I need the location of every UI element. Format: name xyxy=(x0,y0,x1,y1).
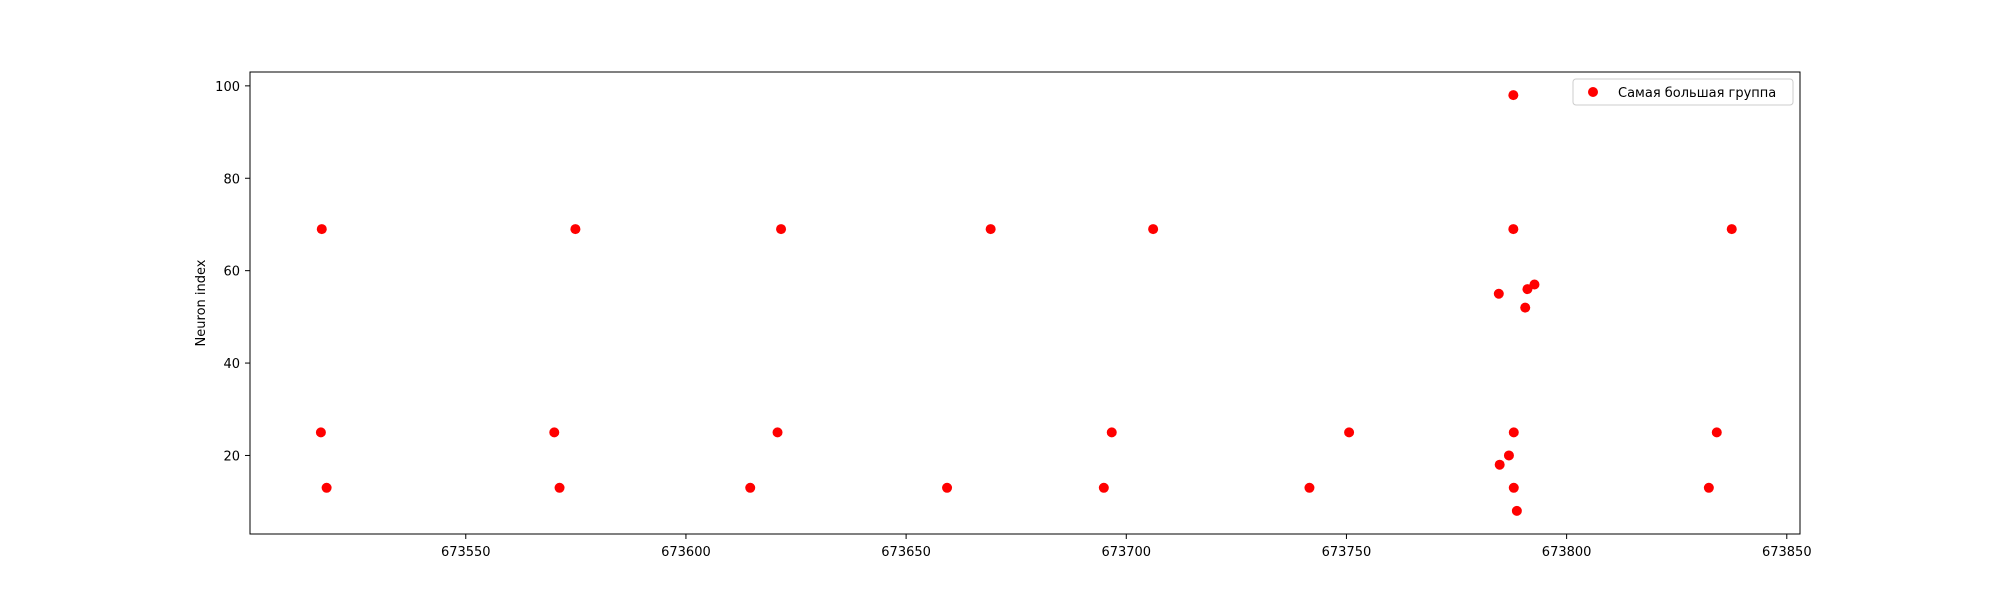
x-tick-label: 673650 xyxy=(881,545,931,560)
data-point xyxy=(1511,505,1522,516)
y-tick-label: 20 xyxy=(223,449,240,464)
data-point xyxy=(1344,427,1355,438)
data-point xyxy=(1508,90,1519,101)
data-point xyxy=(1703,482,1714,493)
x-tick-label: 673700 xyxy=(1101,545,1151,560)
data-point xyxy=(1493,288,1504,299)
data-point xyxy=(772,427,783,438)
data-point xyxy=(1522,284,1533,295)
data-point xyxy=(1520,302,1531,313)
data-point xyxy=(570,224,581,235)
data-point xyxy=(1711,427,1722,438)
y-tick-label: 80 xyxy=(223,172,240,187)
data-point xyxy=(316,224,327,235)
legend-label: Самая большая группа xyxy=(1618,86,1776,101)
x-tick-label: 673550 xyxy=(441,545,491,560)
legend: Самая большая группа xyxy=(1572,78,1794,106)
data-point xyxy=(315,427,326,438)
x-axis-ticks: 673550 673600 673650 673700 673750 673800 6738… xyxy=(441,534,1812,560)
plot-area-background xyxy=(250,72,1800,534)
legend-box xyxy=(1572,78,1794,106)
data-point xyxy=(1508,224,1519,235)
y-axis-ticks: 20 40 60 80 100 xyxy=(215,80,250,464)
data-point xyxy=(776,224,787,235)
data-point xyxy=(1508,427,1519,438)
plot-area-frame xyxy=(249,71,1801,535)
data-point xyxy=(1106,427,1117,438)
data-point xyxy=(1304,482,1315,493)
legend-marker-icon xyxy=(1588,87,1598,97)
y-tick-label: 100 xyxy=(215,80,240,95)
data-point xyxy=(942,482,953,493)
data-point xyxy=(549,427,560,438)
x-tick-label: 673750 xyxy=(1322,545,1372,560)
data-point xyxy=(1503,450,1514,461)
y-tick-label: 60 xyxy=(223,265,240,280)
data-point xyxy=(1508,482,1519,493)
y-tick-label: 40 xyxy=(223,357,240,372)
data-point xyxy=(1098,482,1109,493)
data-point xyxy=(1494,459,1505,470)
data-point xyxy=(985,224,996,235)
x-tick-label: 673800 xyxy=(1542,545,1592,560)
y-axis-label: Neuron index xyxy=(194,259,209,346)
x-tick-label: 673600 xyxy=(661,545,711,560)
data-point xyxy=(745,482,756,493)
data-points xyxy=(315,90,1737,516)
data-point xyxy=(554,482,565,493)
data-point xyxy=(1148,224,1159,235)
data-point xyxy=(1726,224,1737,235)
x-tick-label: 673850 xyxy=(1762,545,1812,560)
data-point xyxy=(1529,279,1540,290)
data-point xyxy=(321,482,332,493)
